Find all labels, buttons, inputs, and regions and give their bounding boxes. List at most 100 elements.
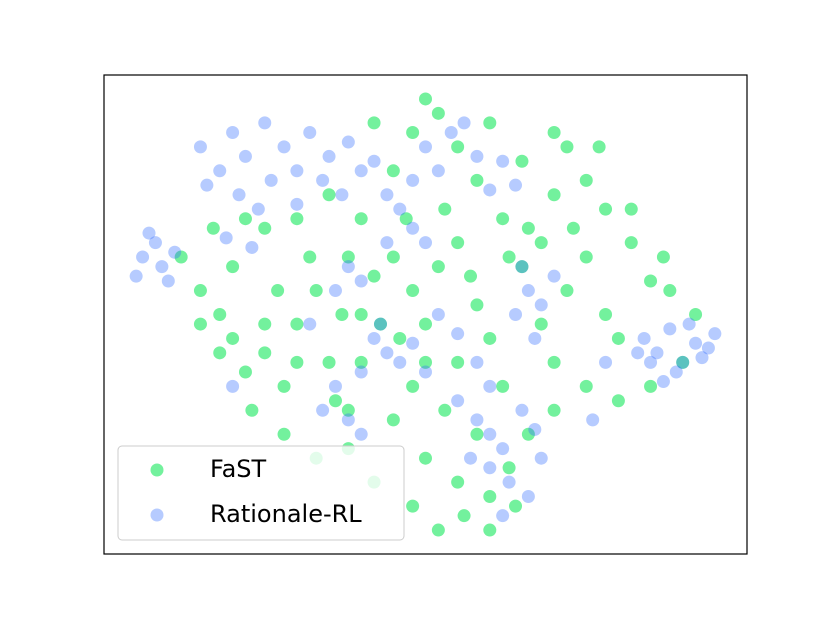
point bbox=[174, 250, 188, 264]
point bbox=[219, 231, 233, 245]
point bbox=[419, 365, 432, 379]
point bbox=[406, 336, 420, 350]
point bbox=[354, 355, 368, 369]
point bbox=[431, 523, 445, 537]
point bbox=[438, 202, 452, 216]
point bbox=[213, 164, 227, 178]
point bbox=[496, 154, 510, 168]
point bbox=[258, 317, 272, 331]
point bbox=[303, 250, 317, 264]
point bbox=[451, 475, 465, 489]
point bbox=[264, 173, 278, 187]
point bbox=[328, 284, 342, 298]
point bbox=[245, 240, 259, 254]
point bbox=[226, 379, 240, 393]
point bbox=[566, 221, 580, 235]
point bbox=[644, 379, 658, 393]
point bbox=[406, 173, 420, 187]
point bbox=[341, 260, 355, 274]
point bbox=[502, 475, 516, 489]
point bbox=[277, 427, 291, 441]
point bbox=[528, 422, 542, 436]
point bbox=[631, 346, 645, 360]
point bbox=[656, 250, 670, 264]
point bbox=[586, 413, 600, 427]
point bbox=[419, 451, 432, 465]
point bbox=[354, 365, 368, 379]
point bbox=[624, 202, 638, 216]
point bbox=[386, 250, 400, 264]
point bbox=[322, 188, 336, 202]
point bbox=[451, 236, 465, 250]
point bbox=[483, 427, 497, 441]
point bbox=[161, 274, 175, 288]
point bbox=[129, 269, 143, 283]
point bbox=[193, 140, 207, 154]
point bbox=[483, 331, 497, 345]
point bbox=[599, 308, 613, 321]
point bbox=[579, 250, 593, 264]
legend: FaST Rationale-RL bbox=[117, 445, 405, 541]
point bbox=[483, 116, 497, 130]
point bbox=[515, 260, 529, 274]
point bbox=[419, 355, 432, 369]
point bbox=[592, 140, 606, 154]
point bbox=[701, 341, 715, 355]
point bbox=[419, 92, 432, 106]
point bbox=[431, 308, 445, 321]
point bbox=[386, 413, 400, 427]
point bbox=[406, 221, 420, 235]
point bbox=[354, 427, 368, 441]
point bbox=[695, 351, 709, 365]
point bbox=[290, 355, 304, 369]
legend-label: Rationale-RL bbox=[210, 500, 362, 528]
point bbox=[335, 188, 349, 202]
point bbox=[483, 461, 497, 475]
point bbox=[367, 269, 381, 283]
point bbox=[579, 379, 593, 393]
point bbox=[258, 221, 272, 235]
point bbox=[528, 331, 542, 345]
point bbox=[290, 317, 304, 331]
point bbox=[316, 403, 330, 417]
point bbox=[354, 308, 368, 321]
point bbox=[277, 140, 291, 154]
point bbox=[464, 451, 478, 465]
point bbox=[579, 173, 593, 187]
point bbox=[470, 427, 484, 441]
point bbox=[470, 413, 484, 427]
point bbox=[611, 394, 625, 408]
point bbox=[521, 427, 535, 441]
point bbox=[168, 245, 182, 259]
point bbox=[316, 173, 330, 187]
point bbox=[509, 499, 523, 513]
point bbox=[200, 178, 214, 192]
point bbox=[232, 188, 246, 202]
point bbox=[193, 284, 207, 298]
point bbox=[245, 403, 259, 417]
point bbox=[521, 490, 535, 504]
point bbox=[271, 284, 285, 298]
point bbox=[644, 355, 658, 369]
point bbox=[380, 188, 394, 202]
point bbox=[611, 331, 625, 345]
point bbox=[509, 308, 523, 321]
point bbox=[226, 125, 240, 139]
point bbox=[470, 355, 484, 369]
point bbox=[354, 212, 368, 226]
point bbox=[393, 355, 407, 369]
point bbox=[656, 375, 670, 389]
point bbox=[136, 250, 150, 264]
point bbox=[547, 355, 561, 369]
point bbox=[470, 149, 484, 163]
point bbox=[451, 355, 465, 369]
point bbox=[496, 442, 510, 456]
point bbox=[419, 140, 432, 154]
point bbox=[451, 327, 465, 341]
point bbox=[444, 125, 458, 139]
point bbox=[354, 274, 368, 288]
point bbox=[669, 365, 683, 379]
point bbox=[258, 116, 272, 130]
point bbox=[335, 308, 349, 321]
